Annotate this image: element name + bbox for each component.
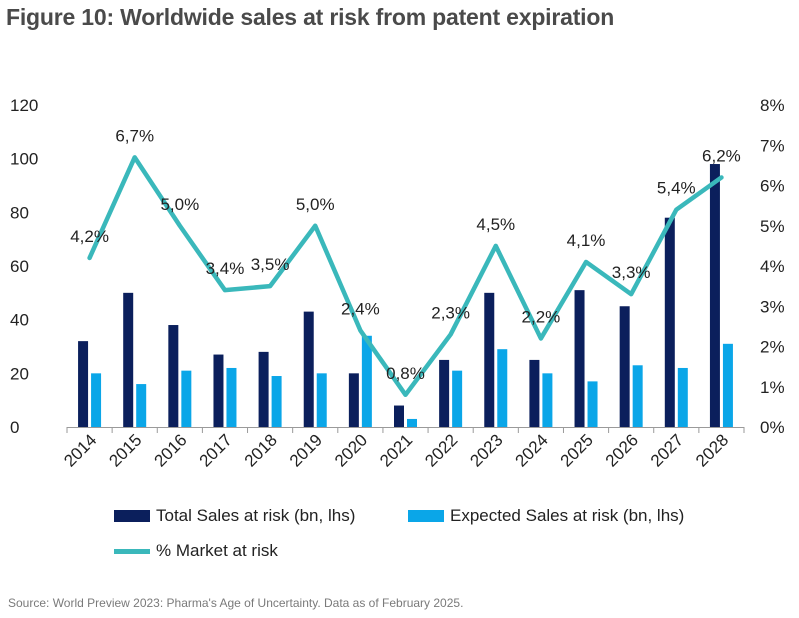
market-risk-data-label: 5,0%: [296, 195, 335, 214]
y-right-tick-label: 2%: [760, 338, 785, 357]
x-category-label: 2021: [376, 430, 416, 470]
bar-total-sales: [439, 359, 450, 427]
market-risk-data-label: 2,2%: [522, 307, 561, 326]
bar-total-sales: [664, 217, 675, 427]
bar-expected-sales: [677, 367, 688, 427]
market-risk-data-label: 5,4%: [657, 179, 696, 198]
y-right-tick-label: 3%: [760, 297, 785, 316]
bar-total-sales: [168, 325, 179, 427]
legend-total-swatch: [114, 510, 150, 522]
x-category-label: 2024: [512, 430, 552, 470]
bar-total-sales: [619, 306, 630, 427]
market-risk-data-label: 2,4%: [341, 299, 380, 318]
labels-group: 4,2% 6,7% 5,0% 3,4% 3,5% 5,0% 2,4% 0,8% 2,3% 4,5%…: [70, 126, 741, 382]
y-left-tick-label: 0: [10, 418, 19, 437]
chart-title: Figure 10: Worldwide sales at risk from …: [6, 4, 615, 30]
x-category-label: 2018: [241, 430, 281, 470]
bar-total-sales: [484, 292, 495, 427]
bar-expected-sales: [452, 370, 463, 427]
market-risk-data-label: 5,0%: [160, 195, 199, 214]
legend-market-swatch: [114, 548, 150, 554]
x-category-label: 2019: [286, 430, 326, 470]
bar-expected-sales: [632, 365, 643, 427]
y-right-tick-label: 6%: [760, 177, 785, 196]
market-risk-data-label: 4,5%: [476, 215, 515, 234]
y-left-tick-label: 60: [10, 257, 29, 276]
bar-expected-sales: [136, 384, 147, 427]
market-risk-data-label: 3,4%: [206, 259, 245, 278]
legend-expected-sales: Expected Sales at risk (bn, lhs): [408, 506, 684, 526]
market-risk-data-label: 4,2%: [70, 227, 109, 246]
y-left-tick-label: 120: [10, 96, 38, 115]
bar-expected-sales: [722, 343, 733, 427]
y-right-tick-label: 8%: [760, 96, 785, 115]
bar-expected-sales: [316, 373, 327, 427]
y-left-tick-label: 100: [10, 150, 38, 169]
source-note: Source: World Preview 2023: Pharma's Age…: [8, 596, 464, 610]
bar-total-sales: [303, 311, 314, 427]
legend-total-label: Total Sales at risk (bn, lhs): [156, 506, 356, 525]
y-right-tick-label: 4%: [760, 257, 785, 276]
legend-market-label: % Market at risk: [156, 541, 278, 560]
y-left-tick-label: 20: [10, 364, 29, 383]
y-left-tick-label: 40: [10, 311, 29, 330]
x-category-label: 2020: [331, 430, 371, 470]
market-risk-data-label: 6,2%: [702, 146, 741, 165]
bar-total-sales: [574, 290, 585, 427]
bar-expected-sales: [587, 381, 598, 427]
market-risk-data-label: 3,5%: [251, 255, 290, 274]
bar-total-sales: [529, 359, 540, 427]
bar-expected-sales: [497, 349, 508, 427]
market-risk-data-label: 0,8%: [386, 364, 425, 383]
x-category-label: 2022: [421, 430, 461, 470]
bars-group: [78, 164, 733, 428]
bar-total-sales: [123, 292, 134, 427]
legend-total-sales: Total Sales at risk (bn, lhs): [114, 506, 355, 526]
x-category-label: 2026: [602, 430, 642, 470]
bar-expected-sales: [407, 418, 417, 427]
bar-expected-sales: [542, 373, 553, 427]
y-left-tick-label: 80: [10, 203, 29, 222]
legend-expected-swatch: [408, 510, 444, 522]
bar-expected-sales: [181, 370, 192, 427]
bar-expected-sales: [226, 367, 237, 427]
x-category-label: 2017: [196, 430, 236, 470]
x-category-label: 2028: [692, 430, 732, 470]
line-group: [87, 155, 724, 398]
bar-total-sales: [709, 164, 720, 428]
bar-total-sales: [348, 373, 359, 427]
y-right-tick-label: 1%: [760, 378, 785, 397]
y-right-tick-label: 7%: [760, 136, 785, 155]
bar-total-sales: [394, 405, 404, 427]
market-risk-data-label: 3,3%: [612, 263, 651, 282]
x-category-label: 2014: [60, 430, 100, 470]
x-category-label: 2015: [105, 430, 145, 470]
legend-expected-label: Expected Sales at risk (bn, lhs): [450, 506, 685, 525]
legend-market-risk: % Market at risk: [114, 541, 278, 561]
bar-total-sales: [258, 351, 269, 427]
x-category-label: 2023: [466, 430, 506, 470]
y-right-tick-label: 5%: [760, 217, 785, 236]
x-category-label: 2025: [557, 430, 597, 470]
market-risk-data-label: 6,7%: [115, 126, 154, 145]
x-category-label: 2027: [647, 430, 687, 470]
market-risk-data-label: 2,3%: [431, 303, 470, 322]
bar-expected-sales: [91, 373, 102, 427]
market-risk-data-label: 4,1%: [567, 231, 606, 250]
y-right-tick-label: 0%: [760, 418, 785, 437]
bar-total-sales: [78, 341, 89, 427]
x-category-label: 2016: [150, 430, 190, 470]
bar-expected-sales: [271, 376, 282, 427]
bar-expected-sales: [361, 335, 372, 427]
bar-total-sales: [213, 354, 224, 427]
